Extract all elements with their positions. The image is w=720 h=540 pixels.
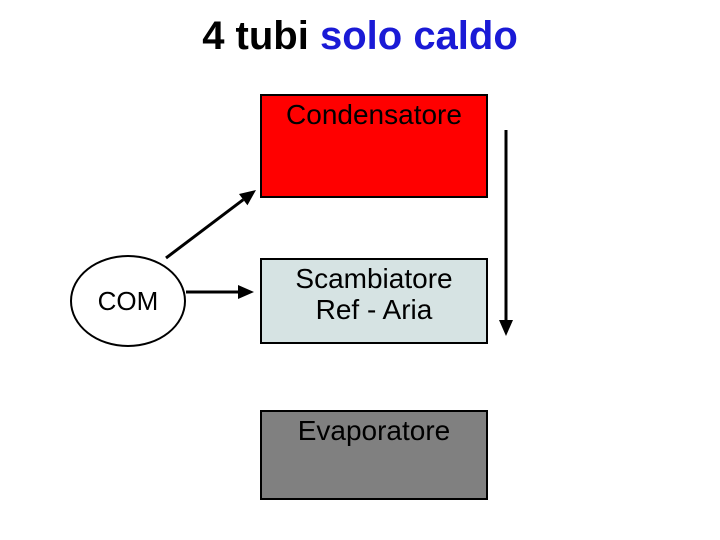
diagram-stage: 4 tubi solo caldo Condensatore Scambiato… xyxy=(0,0,720,540)
node-com: COM xyxy=(70,255,186,347)
box-evaporatore-label: Evaporatore xyxy=(298,416,451,447)
box-condensatore-label: Condensatore xyxy=(286,100,462,131)
page-title: 4 tubi solo caldo xyxy=(0,14,720,59)
title-part2: solo caldo xyxy=(309,14,518,58)
box-scambiatore-label: ScambiatoreRef - Aria xyxy=(295,264,452,326)
node-com-label: COM xyxy=(98,286,159,317)
box-scambiatore: ScambiatoreRef - Aria xyxy=(260,258,488,344)
box-evaporatore: Evaporatore xyxy=(260,410,488,500)
title-part1: 4 tubi xyxy=(202,14,309,58)
box-condensatore: Condensatore xyxy=(260,94,488,198)
